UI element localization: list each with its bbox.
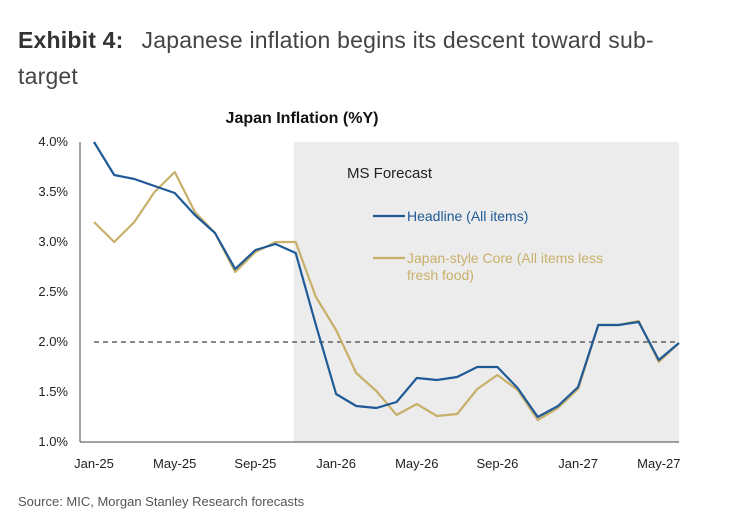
x-tick-label: Jan-25 — [74, 456, 114, 471]
x-tick-label: May-27 — [637, 456, 680, 471]
y-tick-label: 3.0% — [38, 234, 68, 249]
exhibit-title: Japanese inflation begins its descent to… — [18, 27, 654, 89]
x-tick-label: May-26 — [395, 456, 438, 471]
exhibit-heading: Exhibit 4: Japanese inflation begins its … — [18, 22, 708, 94]
y-tick-label: 4.0% — [38, 134, 68, 149]
y-axis: 4.0% 3.5% 3.0% 2.5% 2.0% 1.5% 1.0% — [38, 134, 81, 449]
y-tick-label: 3.5% — [38, 184, 68, 199]
legend: Headline (All items) Japan-style Core (Al… — [373, 208, 603, 283]
exhibit-label: Exhibit 4: — [18, 27, 124, 53]
source-note: Source: MIC, Morgan Stanley Research for… — [18, 494, 305, 509]
legend-core-label: Japan-style Core (All items less fresh fo… — [407, 250, 603, 283]
series-lines — [93, 141, 680, 422]
chart-title: Japan Inflation (%Y) — [226, 110, 379, 127]
y-tick-label: 2.0% — [38, 334, 68, 349]
x-tick-label: May-25 — [153, 456, 196, 471]
y-tick-label: 2.5% — [38, 284, 68, 299]
x-tick-label: Jan-26 — [316, 456, 356, 471]
x-axis: Jan-25 May-25 Sep-25 Jan-26 May-26 Sep-26 Jan-… — [74, 441, 681, 471]
x-tick-label: Sep-25 — [234, 456, 276, 471]
legend-core-line1: Japan-style Core (All items less — [407, 250, 603, 266]
x-tick-label: Jan-27 — [558, 456, 598, 471]
forecast-region — [293, 142, 679, 442]
forecast-label: MS Forecast — [347, 165, 433, 182]
y-tick-label: 1.0% — [38, 434, 68, 449]
x-tick-label: Sep-26 — [476, 456, 518, 471]
chart-background: MS Forecast — [293, 142, 679, 442]
y-tick-label: 1.5% — [38, 384, 68, 399]
legend-headline-label: Headline (All items) — [407, 208, 528, 224]
legend-core-line2: fresh food) — [407, 267, 474, 283]
headline-series-line — [93, 141, 680, 419]
